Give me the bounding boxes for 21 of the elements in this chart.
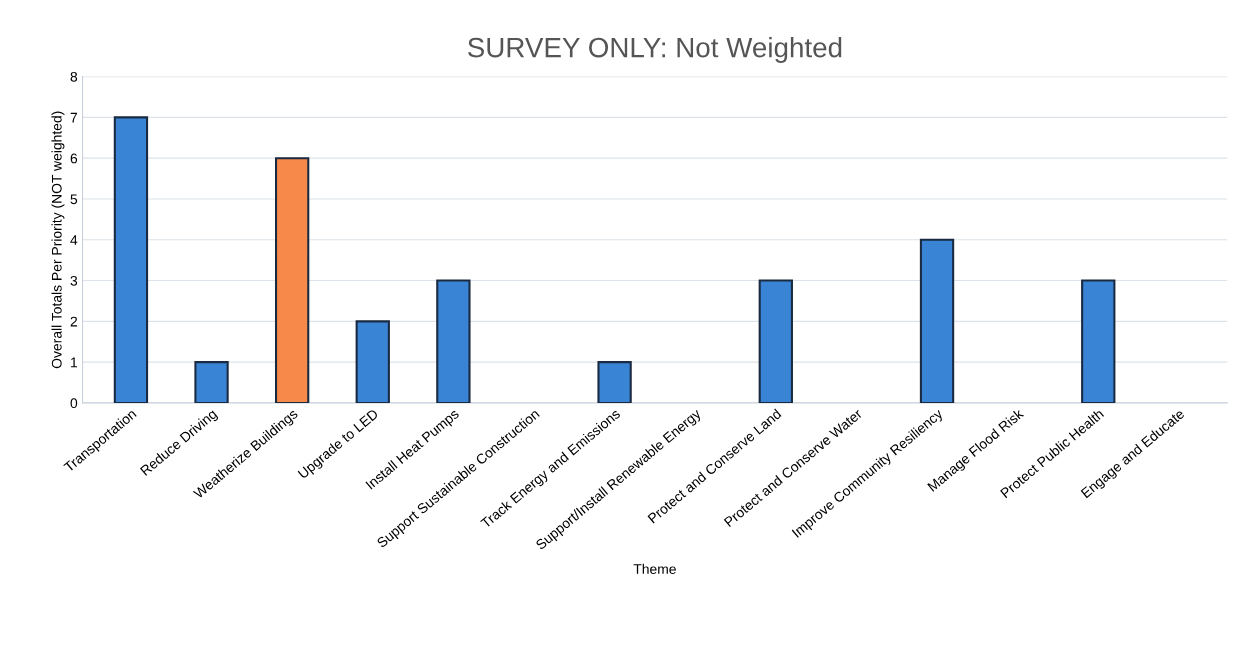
y-tick-label: 0 xyxy=(70,398,78,409)
y-axis-title: Overall Totals Per Priority (NOT weighted) xyxy=(51,111,65,369)
y-tick-label: 8 xyxy=(70,71,78,82)
y-tick-label: 1 xyxy=(71,357,78,368)
chart-title: SURVEY ONLY: Not Weighted xyxy=(468,37,842,63)
bar xyxy=(1081,279,1116,403)
bar xyxy=(919,238,955,403)
bar xyxy=(758,279,793,403)
y-tick-label: 2 xyxy=(70,316,78,327)
bar xyxy=(194,361,229,403)
y-tick-label: 6 xyxy=(70,153,78,164)
y-tick-label: 5 xyxy=(70,194,78,205)
bar xyxy=(436,279,471,403)
y-tick-label: 7 xyxy=(70,112,78,123)
y-tick-label: 3 xyxy=(70,275,78,286)
x-axis-title: Theme xyxy=(633,563,676,574)
bar xyxy=(597,361,632,403)
bar xyxy=(113,116,149,403)
bar xyxy=(274,157,310,403)
bar xyxy=(355,320,390,403)
y-tick-label: 4 xyxy=(70,235,78,245)
